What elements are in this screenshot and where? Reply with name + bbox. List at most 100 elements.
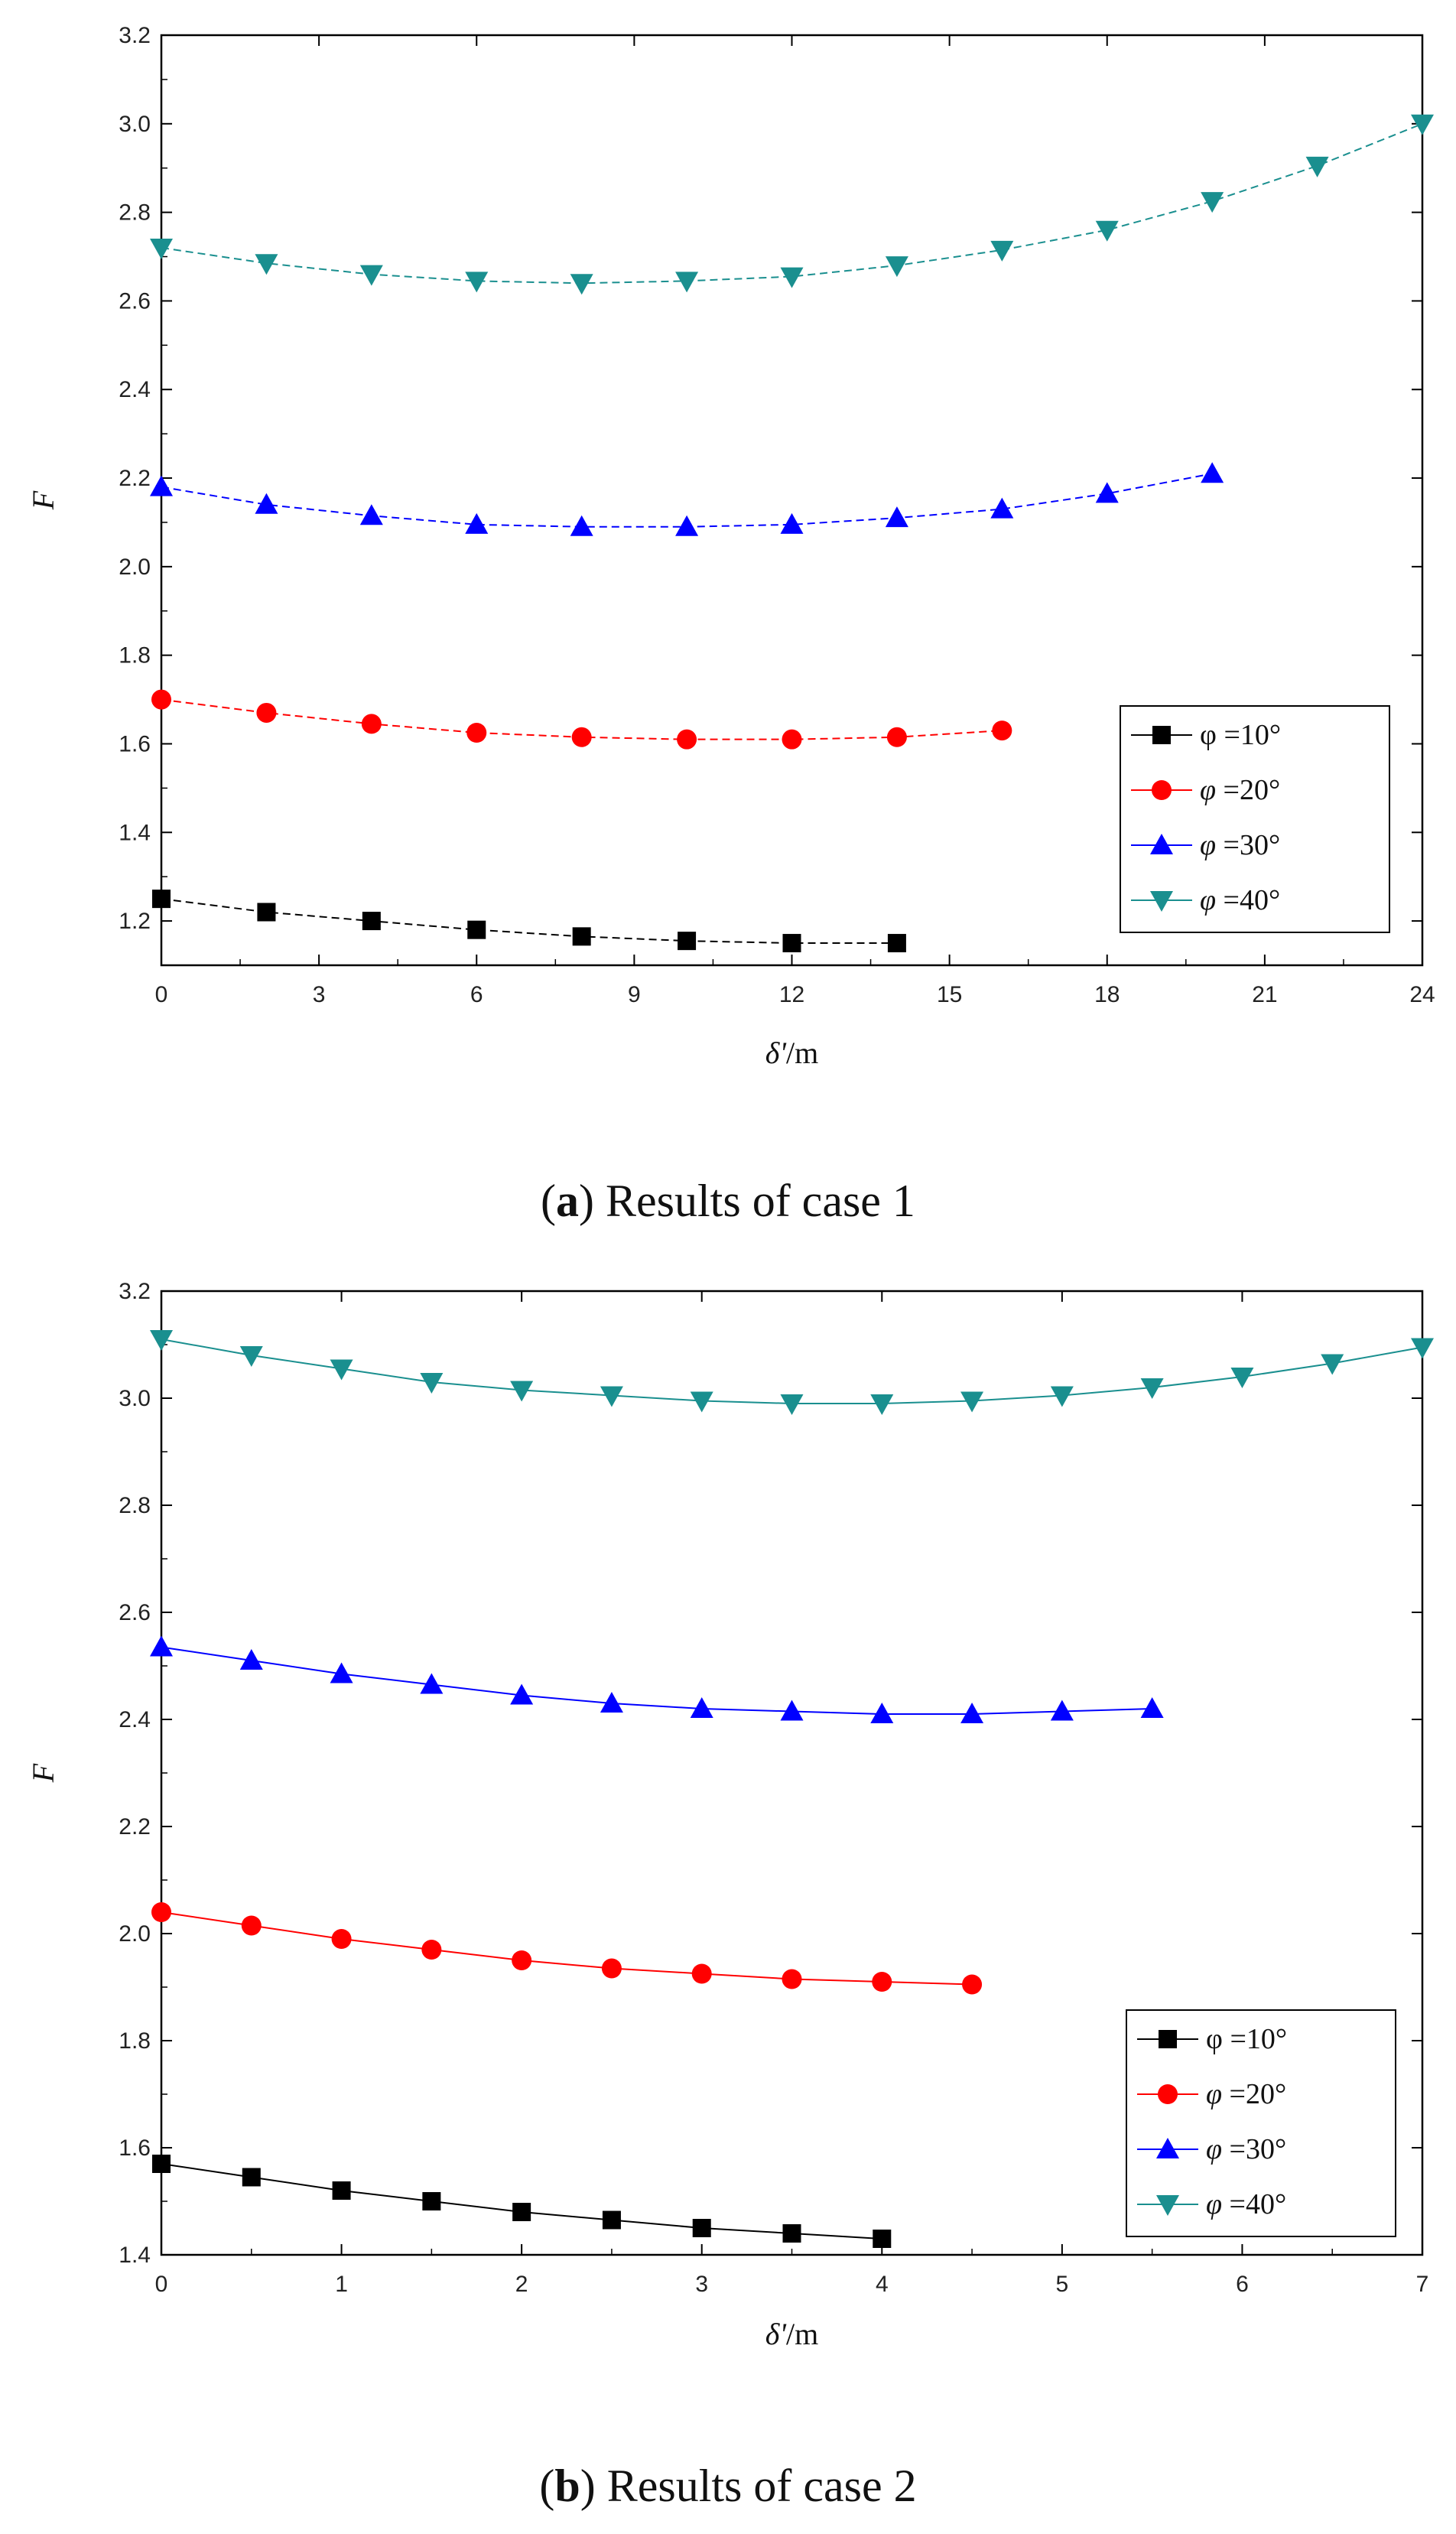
data-point [1050, 1386, 1074, 1407]
data-point [150, 1635, 173, 1657]
data-point [870, 1703, 894, 1723]
data-point [572, 927, 591, 946]
data-point [1140, 1378, 1164, 1399]
data-point [962, 1974, 983, 1995]
data-point [780, 1700, 804, 1721]
data-point [467, 920, 486, 939]
x-tick-label: 24 [1409, 982, 1435, 1007]
data-point [512, 1950, 532, 1970]
legend-label: φ =10° [1200, 719, 1281, 751]
series-1 [152, 2155, 892, 2248]
legend-marker [1152, 780, 1172, 800]
y-tick-label: 1.8 [119, 2028, 151, 2054]
legend-label: φ =40° [1206, 2188, 1286, 2220]
legend-marker [1150, 891, 1173, 912]
y-tick-label: 3.0 [119, 1386, 151, 1411]
data-point [362, 912, 381, 931]
data-point [152, 890, 171, 909]
data-point [1201, 462, 1224, 483]
data-point [465, 512, 489, 534]
data-point [359, 504, 383, 525]
data-point [690, 1697, 713, 1718]
data-point [887, 934, 906, 953]
y-tick-label: 2.0 [119, 1921, 151, 1947]
data-point [242, 2168, 261, 2187]
data-point [420, 1373, 444, 1394]
data-point [420, 1673, 444, 1694]
data-point [151, 1902, 171, 1922]
y-tick-label: 1.6 [119, 2136, 151, 2161]
data-point [873, 2230, 892, 2248]
data-point [600, 1692, 623, 1713]
data-point [512, 2203, 531, 2221]
legend-label: φ =30° [1206, 2133, 1286, 2165]
data-point [330, 1359, 353, 1381]
legend-marker [1159, 2030, 1177, 2048]
data-point [152, 2155, 171, 2173]
data-point [782, 934, 801, 953]
legend-marker [1158, 2084, 1178, 2104]
data-point [150, 1330, 173, 1351]
x-tick-label: 18 [1094, 982, 1120, 1007]
x-tick-label: 12 [779, 982, 804, 1007]
y-tick-label: 1.4 [119, 820, 151, 845]
legend-marker [1152, 726, 1171, 744]
y-tick-label: 1.6 [119, 731, 151, 756]
series-line [161, 122, 1423, 285]
legend-label: φ =10° [1206, 2023, 1287, 2055]
y-tick-label: 2.0 [119, 555, 151, 580]
data-point [692, 2219, 711, 2237]
y-tick-label: 2.6 [119, 1600, 151, 1625]
legend-entry: φ =40° [1131, 884, 1280, 916]
series-3 [150, 1635, 1164, 1723]
x-tick-label: 21 [1252, 982, 1277, 1007]
legend: φ =10° φ =20° φ =30° φ =40° [1120, 705, 1390, 933]
data-point [150, 238, 173, 259]
data-point [1095, 220, 1119, 242]
x-tick-label: 2 [515, 2272, 528, 2297]
data-point [1140, 1697, 1164, 1718]
data-point [675, 272, 699, 293]
x-tick-label: 3 [313, 982, 326, 1007]
data-point [332, 2181, 351, 2200]
legend-label: φ =20° [1206, 2078, 1286, 2110]
legend-entry: φ =30° [1137, 2133, 1286, 2165]
series-4 [150, 114, 1434, 295]
data-point [1230, 1368, 1254, 1388]
data-point [465, 272, 489, 293]
data-point [990, 497, 1014, 519]
legend-entry: φ =30° [1131, 829, 1280, 861]
x-tick-label: 1 [335, 2272, 348, 2297]
data-point [675, 515, 699, 536]
x-tick-label: 3 [695, 2272, 708, 2297]
data-point [510, 1381, 534, 1402]
data-point [690, 1391, 713, 1413]
data-point [782, 1969, 802, 1989]
figure-caption: (a) Results of case 1 [541, 1176, 915, 1226]
x-tick-label: 15 [937, 982, 962, 1007]
data-point [466, 723, 487, 743]
data-point [361, 714, 382, 734]
data-point [256, 702, 277, 723]
legend: φ =10° φ =20° φ =30° φ =40° [1126, 2009, 1396, 2237]
figure-caption: (b) Results of case 2 [539, 2461, 916, 2511]
data-point [886, 727, 907, 747]
data-point [870, 1394, 894, 1415]
x-axis-title: δ'/m [765, 2317, 818, 2351]
data-point [255, 254, 278, 275]
data-point [1411, 114, 1434, 135]
data-point [782, 729, 802, 750]
data-point [677, 729, 697, 750]
data-point [571, 727, 592, 747]
x-tick-label: 6 [1236, 2272, 1249, 2297]
y-tick-label: 2.2 [119, 466, 151, 491]
data-point [960, 1703, 984, 1723]
y-axis-title: F [26, 1763, 60, 1783]
data-point [780, 512, 804, 534]
data-point [992, 721, 1012, 741]
data-point [601, 1958, 622, 1979]
data-point [885, 256, 908, 278]
data-point [150, 475, 173, 496]
series-2 [151, 689, 1012, 750]
